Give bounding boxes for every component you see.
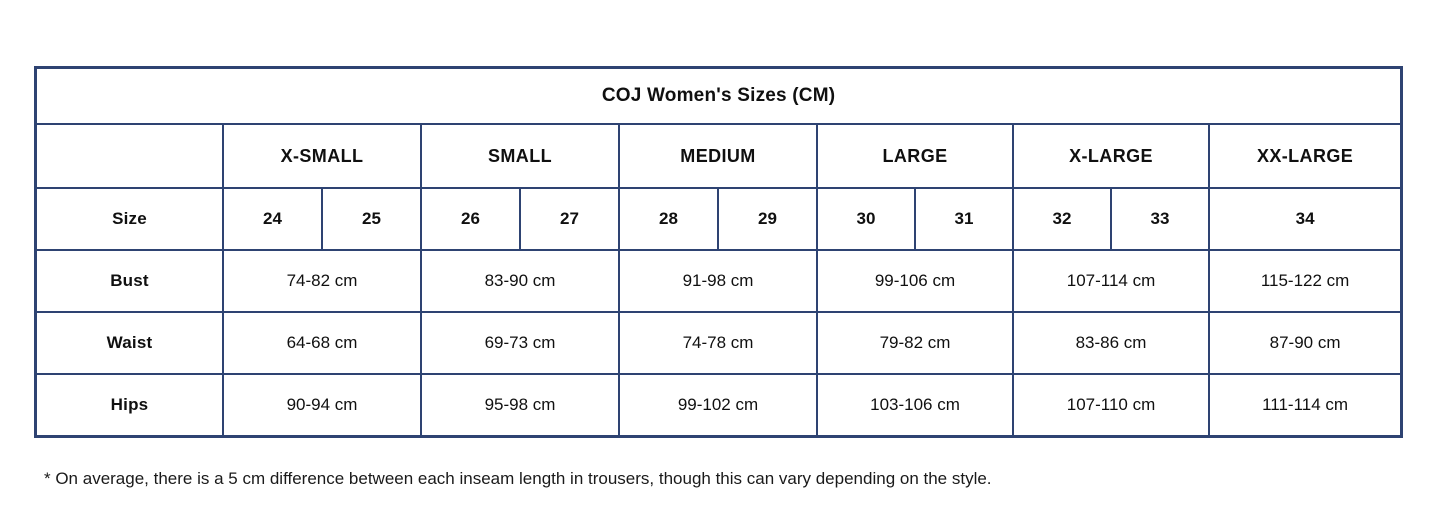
- size-cell-26: 26: [420, 187, 521, 251]
- hips-large: 103-106 cm: [816, 373, 1014, 437]
- row-label-waist: Waist: [35, 311, 224, 375]
- size-cell-29: 29: [717, 187, 818, 251]
- corner-blank-cell: [35, 123, 224, 189]
- measurement-row-waist: Waist 64-68 cm 69-73 cm 74-78 cm 79-82 c…: [35, 311, 1403, 375]
- waist-xx-large: 87-90 cm: [1207, 311, 1403, 375]
- group-header-large: LARGE: [816, 123, 1014, 189]
- size-cell-34: 34: [1207, 187, 1403, 251]
- size-cell-30: 30: [816, 187, 916, 251]
- bust-x-small: 74-82 cm: [222, 249, 422, 313]
- bust-medium: 91-98 cm: [618, 249, 818, 313]
- hips-xx-large: 111-114 cm: [1207, 373, 1403, 437]
- row-label-size: Size: [35, 187, 224, 251]
- size-cell-25: 25: [321, 187, 422, 251]
- hips-medium: 99-102 cm: [618, 373, 818, 437]
- row-label-hips: Hips: [35, 373, 224, 437]
- group-header-xx-large: XX-LARGE: [1207, 123, 1403, 189]
- bust-x-large: 107-114 cm: [1012, 249, 1210, 313]
- bust-small: 83-90 cm: [420, 249, 620, 313]
- hips-small: 95-98 cm: [420, 373, 620, 437]
- measurement-row-bust: Bust 74-82 cm 83-90 cm 91-98 cm 99-106 c…: [35, 249, 1403, 313]
- size-cell-33: 33: [1110, 187, 1210, 251]
- group-header-x-large: X-LARGE: [1012, 123, 1210, 189]
- size-cell-31: 31: [914, 187, 1014, 251]
- hips-x-small: 90-94 cm: [222, 373, 422, 437]
- bust-xx-large: 115-122 cm: [1207, 249, 1403, 313]
- size-chart-container: COJ Women's Sizes (CM) X-SMALL SMALL MED…: [33, 66, 1404, 438]
- group-header-small: SMALL: [420, 123, 620, 189]
- size-group-header-row: X-SMALL SMALL MEDIUM LARGE X-LARGE XX-LA…: [35, 123, 1403, 189]
- hips-x-large: 107-110 cm: [1012, 373, 1210, 437]
- size-cell-28: 28: [618, 187, 719, 251]
- size-chart-table: COJ Women's Sizes (CM) X-SMALL SMALL MED…: [33, 66, 1404, 438]
- size-cell-24: 24: [222, 187, 323, 251]
- row-label-bust: Bust: [35, 249, 224, 313]
- waist-small: 69-73 cm: [420, 311, 620, 375]
- waist-x-large: 83-86 cm: [1012, 311, 1210, 375]
- inseam-footnote: * On average, there is a 5 cm difference…: [44, 469, 992, 488]
- waist-large: 79-82 cm: [816, 311, 1014, 375]
- measurement-row-hips: Hips 90-94 cm 95-98 cm 99-102 cm 103-106…: [35, 373, 1403, 437]
- group-header-x-small: X-SMALL: [222, 123, 422, 189]
- size-cell-32: 32: [1012, 187, 1112, 251]
- waist-medium: 74-78 cm: [618, 311, 818, 375]
- waist-x-small: 64-68 cm: [222, 311, 422, 375]
- table-title-row: COJ Women's Sizes (CM): [34, 67, 1403, 125]
- group-header-medium: MEDIUM: [618, 123, 818, 189]
- size-number-row: Size 24 25 26 27 28 29 30 31 32 33 34: [35, 187, 1403, 251]
- size-cell-27: 27: [519, 187, 620, 251]
- chart-title: COJ Women's Sizes (CM): [34, 67, 1403, 125]
- bust-large: 99-106 cm: [816, 249, 1014, 313]
